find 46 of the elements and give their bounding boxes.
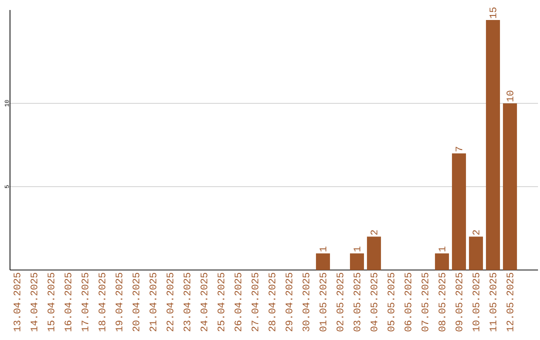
x-tick-label: 12.05.2025 [506,272,514,332]
bar [316,253,330,270]
x-tick-label: 06.05.2025 [404,272,412,332]
data-label: 2 [370,230,378,235]
x-tick-label: 08.05.2025 [438,272,446,332]
x-tick-label: 09.05.2025 [456,272,462,332]
x-tick-label: 26.04.2025 [234,272,242,332]
x-tick-label: 23.04.2025 [184,272,190,332]
x-tick-label: 18.04.2025 [98,272,106,332]
x-tick-label: 19.04.2025 [116,272,122,332]
x-tick-label: 11.05.2025 [490,272,496,332]
x-tick-label: 15.04.2025 [48,272,54,332]
bar [350,253,364,270]
data-label: 7 [456,146,462,152]
x-tick-label: 30.04.2025 [302,272,310,332]
x-tick-label: 01.05.2025 [320,272,326,332]
x-tick-label: 24.04.2025 [200,272,208,332]
x-tick-label: 07.05.2025 [422,272,428,332]
x-tick-label: 29.04.2025 [286,272,292,332]
bar [468,236,483,270]
bar [502,103,517,270]
bar [486,20,500,270]
x-tick-label: 20.04.2025 [132,272,140,332]
data-label: 15 [490,7,496,18]
x-tick-label: 28.04.2025 [268,272,276,332]
x-tick-label: 22.04.2025 [166,272,174,332]
x-tick-label: 05.05.2025 [388,272,394,332]
x-tick-label: 03.05.2025 [354,272,360,332]
data-label: 1 [320,246,326,252]
x-tick-label: 17.04.2025 [82,272,88,332]
data-label: 1 [354,246,360,252]
bar [366,236,381,270]
bar [452,153,466,270]
x-tick-label: 27.04.2025 [252,272,258,332]
x-tick-label: 16.04.2025 [64,272,72,332]
data-label: 1 [438,246,446,252]
x-tick-label: 14.04.2025 [30,272,38,332]
data-label: 10 [506,90,514,102]
x-tick-label: 21.04.2025 [150,272,156,332]
bar [434,253,449,270]
x-tick-label: 25.04.2025 [218,272,224,332]
x-tick-label: 13.04.2025 [14,272,20,332]
x-tick-label: 02.05.2025 [336,272,344,332]
data-label: 2 [472,230,480,235]
x-tick-label: 10.05.2025 [472,272,480,332]
x-tick-label: 04.05.2025 [370,272,378,332]
